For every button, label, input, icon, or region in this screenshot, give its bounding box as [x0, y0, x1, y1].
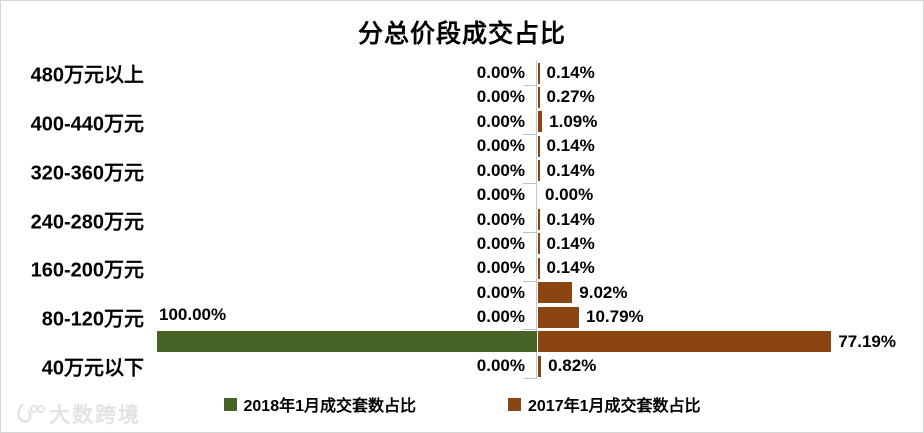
- value-label-2018: 0.00%: [476, 136, 525, 156]
- bar-2017: [538, 282, 573, 304]
- value-label-2017: 0.14%: [546, 136, 595, 156]
- value-label-2018: 100.00%: [159, 304, 227, 324]
- value-label-2017: 0.27%: [546, 87, 595, 107]
- category-label: 40万元以下: [41, 357, 144, 380]
- value-label-2018: 0.00%: [476, 63, 525, 82]
- category-label: 160-200万元: [30, 259, 144, 282]
- watermark-text: 大数跨境: [49, 404, 141, 427]
- watermark: 大数跨境: [15, 399, 141, 429]
- axis-tick: [523, 134, 537, 136]
- value-label-2017: 0.00%: [545, 185, 594, 205]
- legend-item: 2017年1月成交套数占比: [508, 392, 701, 416]
- bar-2017: [538, 257, 540, 279]
- value-label-2017: 0.14%: [546, 233, 595, 253]
- legend-swatch-icon: [223, 397, 237, 411]
- bar-2017: [538, 160, 540, 182]
- bar-2017: [538, 86, 540, 108]
- bar-2017: [538, 111, 543, 133]
- bar-2017: [538, 62, 540, 84]
- value-label-2017: 9.02%: [579, 282, 628, 302]
- value-label-2017: 0.14%: [546, 209, 595, 229]
- axis-tick: [523, 85, 537, 87]
- legend-swatch-icon: [508, 397, 521, 411]
- axis-tick: [523, 231, 537, 233]
- category-label: 400-440万元: [30, 113, 144, 136]
- value-label-2018: 0.00%: [476, 282, 525, 302]
- value-label-2017: 1.09%: [549, 111, 598, 131]
- value-label-2017: 0.82%: [548, 356, 597, 376]
- value-label-2018: 0.00%: [476, 160, 525, 180]
- value-label-2018: 0.00%: [476, 87, 525, 107]
- bar-2017: [538, 209, 540, 231]
- legend-label: 2018年1月成交套数占比: [243, 398, 417, 415]
- legend-item: 2018年1月成交套数占比: [223, 392, 417, 416]
- bar-2017: [538, 331, 832, 353]
- axis-tick: [523, 378, 537, 380]
- category-label: 80-120万元: [41, 308, 144, 331]
- category-label: 320-360万元: [30, 162, 144, 185]
- value-label-2018: 0.00%: [476, 258, 525, 278]
- bar-2017: [538, 306, 579, 328]
- value-label-2018: 0.00%: [476, 233, 525, 253]
- bar-2018: [157, 331, 537, 353]
- value-label-2017: 0.14%: [546, 258, 595, 278]
- legend: 2018年1月成交套数占比 2017年1月成交套数占比: [1, 392, 923, 416]
- watermark-logo-icon: [17, 403, 45, 423]
- value-label-2017: 77.19%: [838, 331, 896, 351]
- category-label: 480万元以上: [30, 64, 144, 87]
- value-label-2018: 0.00%: [476, 209, 525, 229]
- value-label-2017: 0.14%: [546, 160, 595, 180]
- value-label-2018: 0.00%: [476, 356, 525, 376]
- bar-2017: [538, 135, 540, 157]
- value-label-2018: 0.00%: [476, 307, 525, 327]
- value-label-2018: 0.00%: [476, 111, 525, 131]
- value-label-2018: 0.00%: [476, 185, 525, 205]
- bar-2017: [538, 233, 540, 255]
- bar-2017: [538, 355, 542, 377]
- category-label: 240-280万元: [30, 211, 144, 234]
- axis-tick: [523, 280, 537, 282]
- axis-tick: [523, 329, 537, 331]
- category-axis-line: [536, 60, 537, 379]
- chart-title: 分总价段成交占比: [357, 20, 566, 48]
- value-label-2017: 10.79%: [586, 307, 644, 327]
- axis-tick: [523, 182, 537, 184]
- legend-label: 2017年1月成交套数占比: [528, 398, 701, 415]
- value-label-2017: 0.14%: [546, 63, 595, 82]
